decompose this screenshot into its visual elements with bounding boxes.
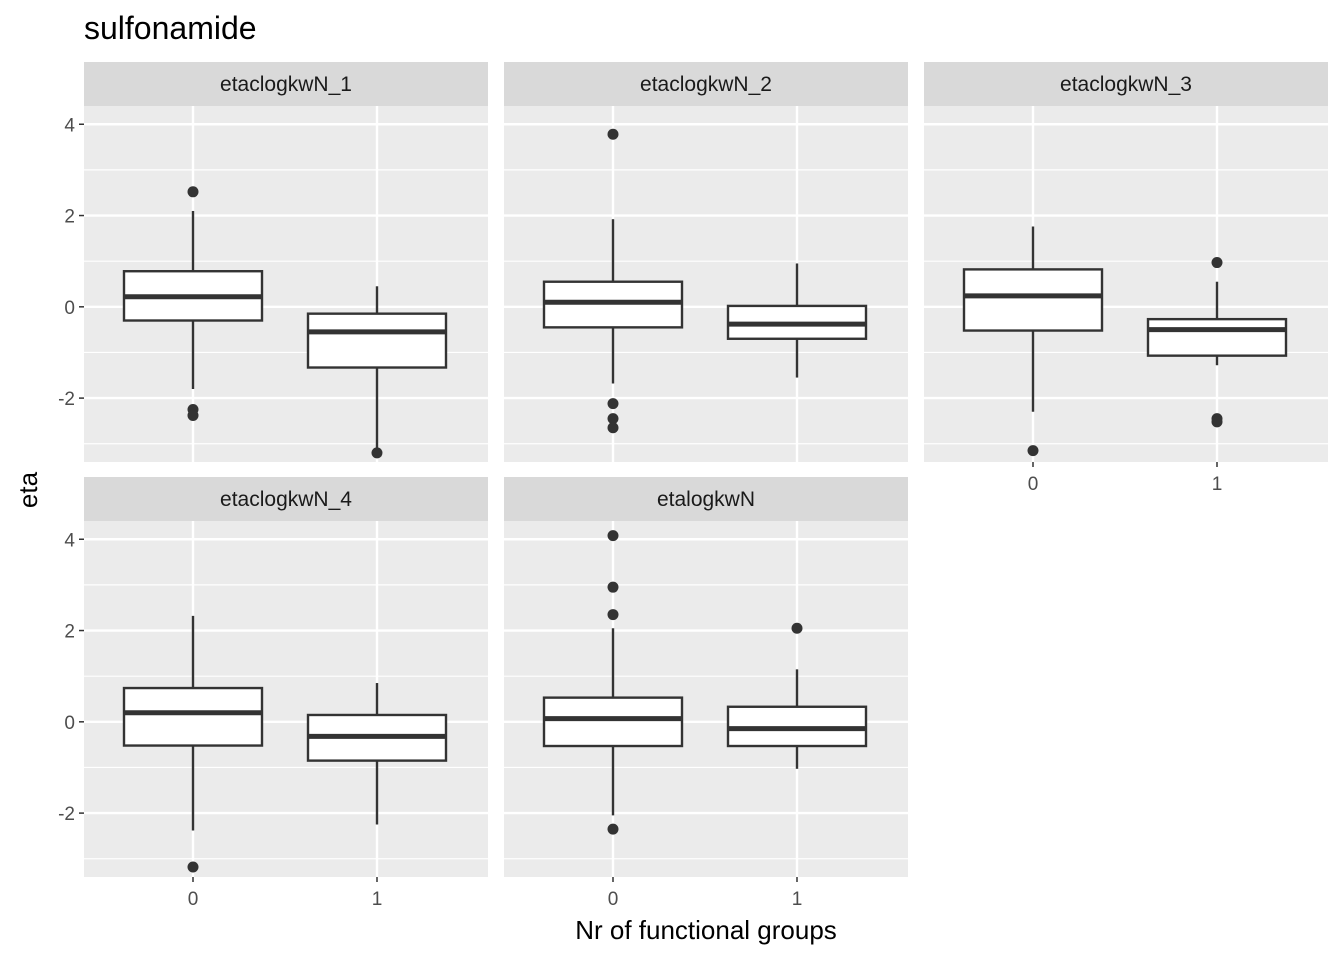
facet-strip-label: etalogkwN — [657, 488, 755, 511]
box-group-1 — [306, 286, 448, 459]
y-tick-label: 2 — [64, 622, 75, 643]
box-group-1 — [726, 622, 868, 769]
facet-strip — [504, 62, 908, 106]
box-group-0 — [122, 615, 264, 873]
facet-etaclogkwN_1: etaclogkwN_1 -2 0 2 4 — [58, 62, 488, 462]
outlier-point — [187, 861, 199, 873]
box-group-0 — [122, 186, 264, 421]
facet-strip-label: etaclogkwN_2 — [640, 73, 772, 96]
y-tick-label: 2 — [64, 207, 75, 228]
y-tick-label: 0 — [64, 713, 75, 734]
facet-etaclogkwN_2: etaclogkwN_2 — [504, 62, 908, 462]
box-group-0 — [542, 128, 684, 434]
outlier-point — [371, 447, 383, 459]
outlier-point — [607, 609, 619, 621]
box-iqr — [122, 686, 264, 747]
y-tick-label: 4 — [64, 530, 75, 551]
facet-strip — [84, 477, 488, 521]
box-group-1 — [1146, 257, 1288, 428]
outlier-point — [607, 581, 619, 593]
outlier-point — [607, 422, 619, 434]
y-tick-label: 0 — [64, 298, 75, 319]
outlier-point — [607, 530, 619, 542]
outlier-point — [607, 413, 619, 425]
outlier-point — [607, 823, 619, 835]
facet-etaclogkwN_4: etaclogkwN_4 -2 0 2 4 0 1 — [58, 477, 488, 910]
y-tick-label: -2 — [58, 804, 75, 825]
x-tick-label: 0 — [1028, 474, 1039, 495]
box-group-0 — [962, 226, 1104, 457]
x-tick-label: 0 — [608, 889, 619, 910]
x-tick-label: 0 — [188, 889, 199, 910]
box-group-0 — [542, 530, 684, 835]
facet-strip — [84, 62, 488, 106]
outlier-point — [1211, 257, 1223, 269]
x-axis-label: Nr of functional groups — [575, 915, 837, 945]
x-tick-label: 1 — [792, 889, 803, 910]
facet-strip — [924, 62, 1328, 106]
outlier-point — [187, 186, 199, 198]
box-iqr — [542, 696, 684, 748]
box-iqr — [1146, 317, 1288, 357]
box-group-1 — [306, 683, 448, 825]
outlier-point — [1211, 416, 1223, 428]
chart-title: sulfonamide — [84, 10, 257, 46]
facet-etalogkwN: etalogkwN 0 1 — [504, 477, 908, 910]
facets-layer: etaclogkwN_1 -2 0 2 4 etaclogkwN_2 etaclogkwN_… — [58, 62, 1328, 910]
box-iqr — [962, 268, 1104, 332]
outlier-point — [791, 622, 803, 634]
facet-strip-label: etaclogkwN_1 — [220, 73, 352, 96]
y-tick-label: 4 — [64, 115, 75, 136]
outlier-point — [1027, 445, 1039, 457]
y-axis-label: eta — [13, 471, 43, 508]
x-tick-label: 1 — [372, 889, 383, 910]
facet-strip — [504, 477, 908, 521]
facet-etaclogkwN_3: etaclogkwN_3 0 1 — [924, 62, 1328, 495]
box-group-1 — [726, 263, 868, 378]
facet-strip-label: etaclogkwN_3 — [1060, 73, 1192, 96]
outlier-point — [607, 398, 619, 410]
outlier-point — [187, 409, 199, 421]
facet-strip-label: etaclogkwN_4 — [220, 488, 352, 511]
box-iqr — [306, 312, 448, 369]
y-tick-label: -2 — [58, 389, 75, 410]
x-tick-label: 1 — [1212, 474, 1223, 495]
outlier-point — [607, 128, 619, 140]
